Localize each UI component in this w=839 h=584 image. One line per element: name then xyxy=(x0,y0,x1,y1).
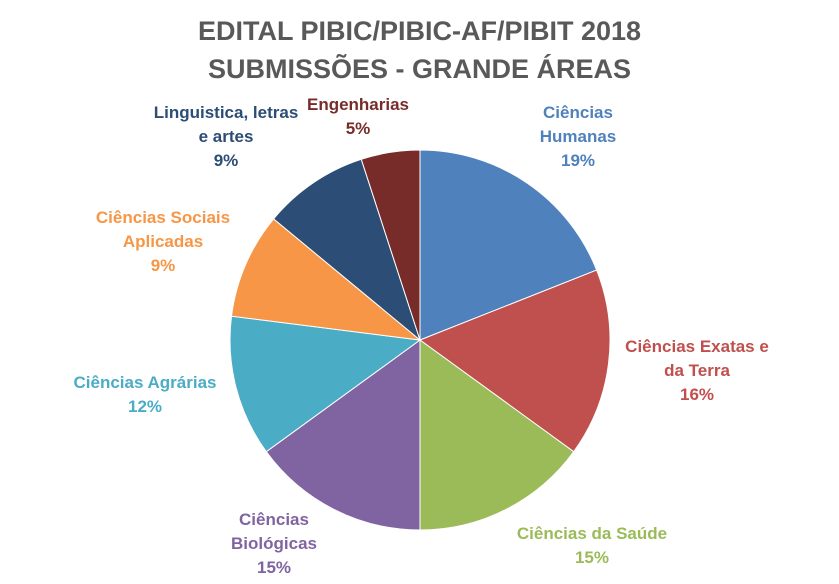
slice-value-label: 15% xyxy=(256,558,292,577)
slice-label-text: Ciências Sociais xyxy=(95,208,231,227)
slice-label: Ciências Exatas e da Terra 16% xyxy=(625,335,769,407)
slice-label: Engenharias 5% xyxy=(307,93,409,141)
pie-slice xyxy=(360,149,421,341)
pie-slice xyxy=(272,158,422,342)
slice-label: Ciências Humanas 19% xyxy=(540,101,617,173)
slice-label-text: da Terra xyxy=(664,361,730,380)
slice-label-text: Ciências Agrárias xyxy=(73,373,217,392)
slice-value-label: 19% xyxy=(560,151,596,170)
pie-slice xyxy=(265,339,421,531)
pie-slice xyxy=(229,315,422,453)
slice-label-text: Ciências xyxy=(543,103,613,122)
pie-slice xyxy=(230,218,422,341)
slice-label-text: e artes xyxy=(198,127,254,146)
slice-label-text: Ciências xyxy=(239,510,309,529)
slice-label: Ciências Sociais Aplicadas 9% xyxy=(96,206,230,278)
slice-value-label: 16% xyxy=(679,385,715,404)
slice-label: Ciências da Saúde 15% xyxy=(517,522,667,570)
slice-label-text: Linguistica, letras xyxy=(153,103,299,122)
slice-value-label: 5% xyxy=(345,119,371,138)
chart-title-line-1: EDITAL PIBIC/PIBIC-AF/PIBIT 2018 xyxy=(197,16,642,46)
slice-label-text: Biológicas xyxy=(231,534,317,553)
slice-label-text: Ciências Exatas e xyxy=(625,337,769,356)
slice-value-label: 9% xyxy=(150,256,176,275)
pie-slice xyxy=(418,269,611,453)
slice-label: Ciências Biológicas 15% xyxy=(231,508,317,580)
slice-value-label: 12% xyxy=(127,397,163,416)
slice-label-text: Engenharias xyxy=(306,95,410,114)
chart-title-line-2: SUBMISSÕES - GRANDE ÁREAS xyxy=(207,54,632,84)
slice-label-text: Humanas xyxy=(539,127,617,146)
slice-value-label: 15% xyxy=(574,548,610,567)
pie-slice xyxy=(419,339,575,531)
slice-label: Ciências Agrárias 12% xyxy=(74,371,217,419)
pie-slice xyxy=(419,149,598,341)
slice-label-text: Aplicadas xyxy=(122,232,204,251)
slice-label-text: Ciências da Saúde xyxy=(516,524,668,543)
slice-value-label: 9% xyxy=(213,151,239,170)
slice-label: Linguistica, letras e artes 9% xyxy=(154,101,299,173)
